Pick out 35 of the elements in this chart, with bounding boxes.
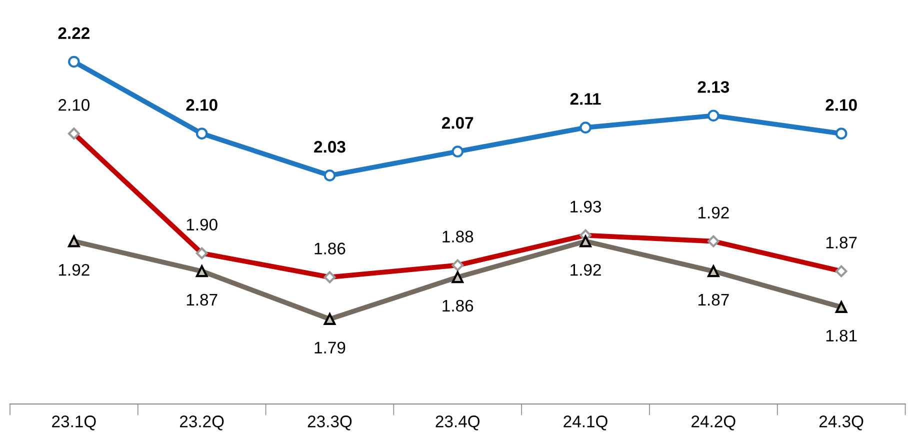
data-label: 1.87 [826, 236, 857, 248]
data-label: 1.93 [570, 200, 602, 213]
data-label: 1.90 [186, 218, 218, 231]
data-label: 1.92 [698, 206, 729, 219]
data-label: 1.87 [186, 294, 218, 306]
data-label: 2.10 [826, 99, 857, 111]
data-label: 2.07 [442, 116, 474, 129]
x-tick-label: 23.1Q [52, 416, 96, 430]
data-label: 2.10 [186, 99, 218, 111]
point [452, 146, 464, 158]
data-label: 2.11 [570, 93, 601, 105]
data-label: 2.13 [698, 81, 730, 93]
data-label: 1.92 [570, 264, 601, 276]
data-label: 1.88 [442, 230, 474, 242]
point [580, 122, 592, 134]
x-tick-label: 24.1Q [564, 416, 608, 430]
data-label: 2.03 [314, 140, 346, 153]
x-tick-label: 23.3Q [308, 416, 352, 430]
point [708, 110, 720, 122]
data-label: 2.10 [58, 99, 90, 111]
data-label: 1.92 [58, 264, 90, 276]
data-label: 1.86 [314, 242, 346, 254]
data-label: 2.22 [58, 27, 90, 39]
point [324, 170, 336, 182]
data-label: 1.81 [826, 330, 857, 342]
data-label: 1.79 [314, 342, 346, 354]
point [835, 128, 848, 140]
data-label: 1.86 [442, 300, 474, 312]
data-label: 1.87 [698, 294, 729, 306]
x-tick-label: 23.4Q [436, 416, 480, 430]
x-tick-label: 24.2Q [692, 416, 736, 430]
x-tick-label: 24.3Q [819, 416, 864, 430]
point [68, 56, 80, 68]
x-tick-label: 23.2Q [180, 416, 224, 430]
point [196, 128, 208, 140]
